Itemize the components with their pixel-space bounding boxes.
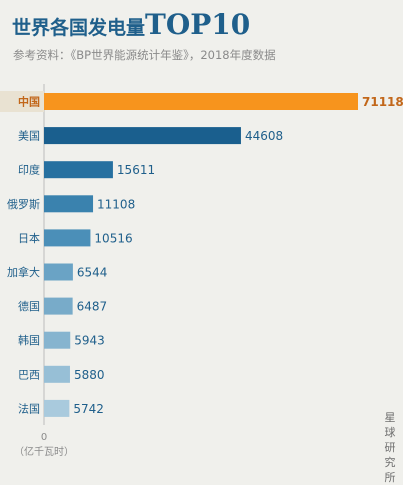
category-label: 中国 [18, 95, 40, 109]
category-label: 加拿大 [7, 265, 40, 279]
bar [44, 127, 241, 145]
category-label: 俄罗斯 [7, 198, 40, 211]
value-label: 6544 [77, 266, 108, 280]
bar [44, 399, 70, 417]
chart-title-cn: 世界各国发电量 [12, 17, 146, 39]
value-label: 44608 [245, 129, 283, 143]
highlight-row-band [0, 91, 44, 112]
category-label: 印度 [18, 163, 40, 177]
chart-title: 世界各国发电量TOP10 [12, 8, 250, 44]
value-label: 71118 [362, 95, 403, 109]
bar [44, 161, 113, 179]
value-label: 6487 [77, 300, 108, 314]
value-label: 15611 [117, 163, 155, 177]
unit-label: （亿千瓦时） [14, 445, 74, 458]
category-label: 德国 [18, 299, 40, 313]
bar [44, 93, 358, 110]
bar [44, 263, 73, 281]
category-label: 日本 [18, 231, 40, 245]
category-label: 美国 [18, 130, 40, 143]
bar [44, 365, 70, 383]
category-label: 韩国 [18, 333, 40, 347]
value-label: 5943 [74, 334, 105, 348]
x-axis-zero-label: 0 [41, 432, 47, 443]
chart-title-en: TOP10 [145, 8, 251, 41]
value-label: 11108 [97, 197, 135, 211]
bar [44, 297, 73, 315]
watermark: 星球研究所 [384, 411, 396, 484]
bar [44, 195, 94, 213]
value-label: 5880 [74, 368, 105, 382]
category-label: 巴西 [18, 368, 40, 381]
value-label: 10516 [94, 231, 132, 245]
value-label: 5742 [73, 402, 104, 416]
bar [44, 331, 71, 349]
category-label: 法国 [18, 401, 40, 415]
chart-subtitle: 参考资料：《BP世界能源统计年鉴》，2018年度数据 [13, 48, 276, 62]
bar [44, 229, 91, 247]
